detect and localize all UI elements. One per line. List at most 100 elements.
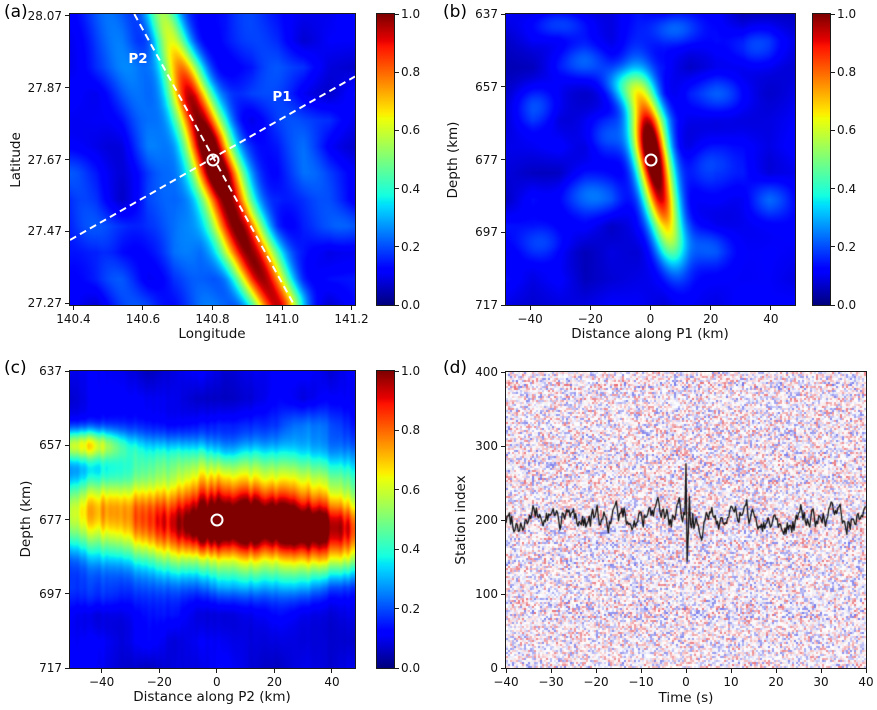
panel-c-xlabel: Distance along P2 (km) — [133, 689, 291, 705]
colorbar-tick-label: 0.2 — [401, 239, 421, 254]
peak-marker-icon-a — [206, 153, 219, 166]
colorbar-tick-mark — [395, 429, 399, 431]
x-tick-mark — [212, 306, 213, 310]
colorbar-tick-label: 1.0 — [401, 364, 421, 378]
x-tick-label: 141.0 — [264, 312, 300, 326]
x-tick-label: 30 — [813, 675, 829, 689]
x-tick-mark — [640, 669, 642, 673]
colorbar-tick-mark — [831, 246, 835, 248]
colorbar-tick-label: 0.4 — [401, 542, 421, 557]
panel-d-label: (d) — [443, 358, 468, 378]
colorbar-tick-mark — [831, 188, 835, 190]
y-tick-label: 27.47 — [27, 224, 62, 239]
colorbar-tick-label: 0.2 — [837, 239, 857, 254]
colorbar-tick-mark — [395, 608, 399, 610]
colorbar-tick-label: 0.6 — [401, 123, 421, 138]
y-tick-label: 677 — [39, 512, 62, 527]
y-tick-label: 697 — [475, 225, 498, 240]
colorbar-tick-label: 0.8 — [837, 65, 857, 80]
x-tick-mark — [273, 669, 275, 673]
colorbar-tick-mark — [395, 71, 399, 73]
y-tick-mark — [65, 230, 69, 232]
y-tick-label: 717 — [39, 661, 62, 675]
x-tick-label: 20 — [266, 675, 283, 689]
y-tick-mark — [65, 87, 69, 89]
x-tick-mark — [216, 669, 218, 673]
x-tick-mark — [505, 669, 507, 673]
x-tick-label: −20 — [577, 312, 603, 326]
panel-c-ylabel: Depth (km) — [18, 480, 34, 558]
x-tick-label: 10 — [723, 675, 739, 689]
x-tick-mark — [770, 306, 772, 310]
x-tick-mark — [351, 306, 353, 310]
panel-a-colorbar — [377, 14, 394, 305]
colorbar-tick-label: 0.0 — [837, 298, 857, 312]
x-tick-label: 20 — [703, 312, 719, 326]
y-tick-mark — [65, 302, 69, 304]
panel-a-label: (a) — [4, 2, 28, 22]
panel-b-colorbar-frame — [812, 13, 831, 306]
y-tick-label: 0 — [490, 661, 498, 675]
y-tick-label: 27.27 — [27, 296, 62, 311]
colorbar-tick-label: 1.0 — [837, 7, 857, 21]
x-tick-mark — [158, 669, 160, 673]
y-tick-label: 697 — [39, 586, 62, 601]
y-tick-label: 400 — [475, 365, 498, 379]
y-tick-label: 28.07 — [27, 8, 62, 23]
y-tick-mark — [501, 304, 505, 306]
x-tick-label: 40 — [763, 312, 779, 326]
y-tick-mark — [65, 519, 69, 520]
panel-a-colorbar-frame — [376, 13, 395, 306]
panel-b-label: (b) — [443, 2, 468, 22]
colorbar-tick-mark — [395, 129, 399, 131]
colorbar-tick-label: 0.4 — [837, 181, 857, 196]
y-tick-mark — [501, 371, 505, 373]
y-tick-mark — [65, 370, 69, 372]
y-tick-label: 100 — [475, 587, 498, 601]
x-tick-mark — [589, 306, 591, 310]
y-tick-mark — [65, 667, 69, 669]
x-tick-mark — [730, 669, 732, 673]
x-tick-mark — [142, 306, 144, 310]
y-tick-label: 637 — [39, 364, 62, 378]
x-tick-label: 0 — [212, 675, 221, 689]
colorbar-tick-label: 0.0 — [401, 661, 421, 675]
y-tick-mark — [65, 444, 69, 446]
x-tick-label: 140.4 — [56, 312, 91, 326]
x-tick-label: −20 — [583, 675, 609, 689]
x-tick-mark — [650, 306, 651, 310]
peak-marker-icon-c — [210, 513, 224, 526]
profile-p2-label: P2 — [128, 51, 148, 67]
y-tick-label: 637 — [475, 7, 498, 21]
panel-a-ylabel: Latitude — [8, 132, 24, 188]
panel-c-colorbar-frame — [376, 370, 395, 669]
y-tick-label: 300 — [475, 439, 498, 453]
panel-a-xlabel: Longitude — [178, 326, 246, 342]
x-tick-label: 0 — [646, 312, 655, 326]
y-tick-mark — [65, 593, 69, 595]
y-tick-mark — [501, 159, 505, 160]
y-tick-label: 677 — [475, 152, 498, 167]
x-tick-label: −10 — [628, 675, 654, 689]
x-tick-mark — [775, 669, 777, 673]
colorbar-tick-label: 0.8 — [401, 65, 421, 80]
x-tick-label: 40 — [324, 675, 340, 689]
colorbar-tick-label: 1.0 — [401, 7, 421, 21]
y-tick-mark — [65, 159, 69, 160]
colorbar-tick-label: 0.6 — [837, 123, 857, 138]
x-tick-mark — [710, 306, 712, 310]
panel-d-xlabel: Time (s) — [658, 690, 714, 706]
x-tick-label: −40 — [88, 675, 115, 689]
colorbar-tick-label: 0.2 — [401, 601, 421, 616]
colorbar-tick-mark — [395, 489, 399, 491]
x-tick-mark — [820, 669, 822, 673]
x-tick-label: −40 — [517, 312, 543, 326]
x-tick-mark — [550, 669, 552, 673]
y-tick-mark — [65, 15, 69, 17]
x-tick-mark — [865, 669, 867, 673]
panel-b-ylabel: Depth (km) — [445, 121, 461, 199]
colorbar-tick-mark — [395, 667, 399, 669]
y-tick-label: 657 — [39, 438, 62, 453]
y-tick-mark — [501, 593, 505, 595]
